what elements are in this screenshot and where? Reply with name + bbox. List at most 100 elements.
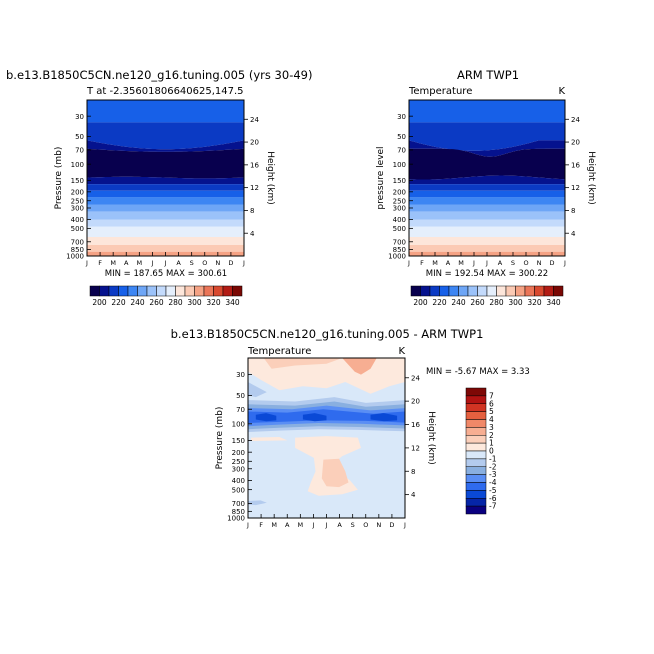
colorbar-tick-label: 200	[92, 298, 107, 307]
y-tick-label: 1000	[388, 253, 406, 261]
height-tick-label: 4	[250, 230, 255, 238]
x-tick-label: A	[446, 259, 451, 267]
y-tick-label: 300	[232, 465, 245, 473]
colorbar-swatch	[127, 285, 138, 297]
colorbar-swatch	[486, 285, 497, 297]
contour-band	[251, 437, 288, 441]
colorbar-swatch	[194, 285, 205, 297]
height-tick-label: 16	[571, 161, 580, 169]
colorbar-swatch	[496, 285, 507, 297]
colorbar-tick-label: 7	[489, 391, 494, 400]
contour-band	[87, 184, 244, 191]
colorbar-tick-label: -7	[489, 502, 497, 511]
y-tick-label: 850	[393, 246, 406, 254]
height-tick-label: 12	[411, 444, 420, 452]
x-tick-label: S	[351, 521, 355, 529]
colorbar-swatch	[465, 450, 487, 460]
contour-band	[409, 204, 565, 212]
x-tick-label: N	[215, 259, 220, 267]
contour-band	[87, 122, 244, 150]
colorbar-swatch	[465, 482, 487, 491]
x-tick-label: O	[363, 521, 368, 529]
obs-panel-title: ARM TWP1	[457, 68, 519, 82]
y-tick-label: 250	[232, 458, 245, 466]
colorbar-tick-label: 280	[168, 298, 183, 307]
y-tick-label: 500	[71, 225, 84, 233]
contour-band	[409, 140, 565, 157]
colorbar-swatch	[465, 490, 487, 499]
contour-band	[87, 226, 244, 237]
colorbar-swatch	[467, 285, 478, 297]
colorbar-tick-label: 260	[149, 298, 164, 307]
colorbar-tick-label: 0	[489, 447, 494, 456]
colorbar-swatch	[165, 285, 176, 297]
colorbar-tick-label: 5	[489, 407, 494, 416]
y-tick-label: 30	[236, 371, 245, 379]
height-tick-label: 4	[571, 230, 576, 238]
x-tick-label: S	[190, 259, 194, 267]
y-tick-label: 300	[71, 205, 84, 213]
contour-band	[409, 211, 565, 220]
colorbar-tick-label: -6	[489, 494, 497, 503]
colorbar-tick-label: 1	[489, 439, 494, 448]
x-tick-label: F	[98, 259, 102, 267]
model-panel-title: b.e13.B1850C5CN.ne120_g16.tuning.005 (yr…	[6, 68, 312, 82]
colorbar-tick-label: 4	[489, 415, 494, 424]
diff-panel-subtitle-right: K	[398, 346, 405, 357]
contour-band	[87, 204, 244, 212]
y-tick-label: 500	[232, 486, 245, 494]
contour-band	[87, 236, 244, 246]
colorbar-swatch	[515, 285, 526, 297]
contour-band	[342, 358, 377, 375]
y-tick-label: 500	[393, 225, 406, 233]
x-tick-label: M	[298, 521, 304, 529]
contour-band	[248, 382, 267, 398]
colorbar-swatch	[465, 442, 487, 452]
colorbar-swatch	[448, 285, 459, 297]
obs-contours	[409, 100, 565, 256]
y-tick-label: 100	[232, 420, 245, 428]
y-tick-label: 200	[393, 188, 406, 196]
colorbar-swatch	[410, 285, 421, 297]
obs-colorbar: 200 220 240 260 280 300 320 340	[410, 285, 564, 307]
colorbar-swatch	[465, 505, 487, 515]
colorbar-tick-label: 3	[489, 423, 494, 432]
y-axis-label: Pressure (mb)	[54, 147, 64, 210]
obs-panel-subtitle-right: K	[558, 86, 565, 97]
x-tick-label: M	[110, 259, 116, 267]
height-tick-label: 20	[571, 139, 580, 147]
colorbar-swatch	[505, 285, 516, 297]
x-tick-label: O	[523, 259, 528, 267]
x-tick-label: J	[407, 259, 410, 267]
colorbar-tick-label: 260	[470, 298, 485, 307]
diff-panel-subtitle-left: Temperature	[247, 346, 311, 357]
contour-band	[409, 122, 565, 151]
height-tick-label: 24	[571, 116, 580, 124]
y-tick-label: 30	[397, 113, 406, 121]
x-tick-label: F	[259, 521, 263, 529]
colorbar-swatch	[465, 466, 487, 475]
colorbar-tick-label: 200	[413, 298, 428, 307]
x-tick-label: D	[228, 259, 233, 267]
colorbar-tick-label: 280	[489, 298, 504, 307]
contour-band	[409, 148, 565, 180]
colorbar-tick-label: 320	[527, 298, 542, 307]
diff-panel-title: b.e13.B1850C5CN.ne120_g16.tuning.005 - A…	[171, 327, 484, 341]
colorbar-tick-label: -4	[489, 478, 497, 487]
colorbar-swatch	[137, 285, 148, 297]
colorbar-tick-label: 340	[546, 298, 561, 307]
x-tick-label: A	[285, 521, 290, 529]
model-colorbar: 200 220 240 260 280 300 320 340	[89, 285, 243, 307]
x-tick-label: A	[337, 521, 342, 529]
y-tick-label: 150	[71, 177, 84, 185]
colorbar-tick-label: 240	[130, 298, 145, 307]
colorbar-swatch	[156, 285, 167, 297]
colorbar-swatch	[465, 458, 487, 467]
x-tick-label: A	[176, 259, 181, 267]
colorbar-tick-label: 240	[451, 298, 466, 307]
contour-band	[409, 190, 565, 198]
colorbar-swatch	[534, 285, 545, 297]
